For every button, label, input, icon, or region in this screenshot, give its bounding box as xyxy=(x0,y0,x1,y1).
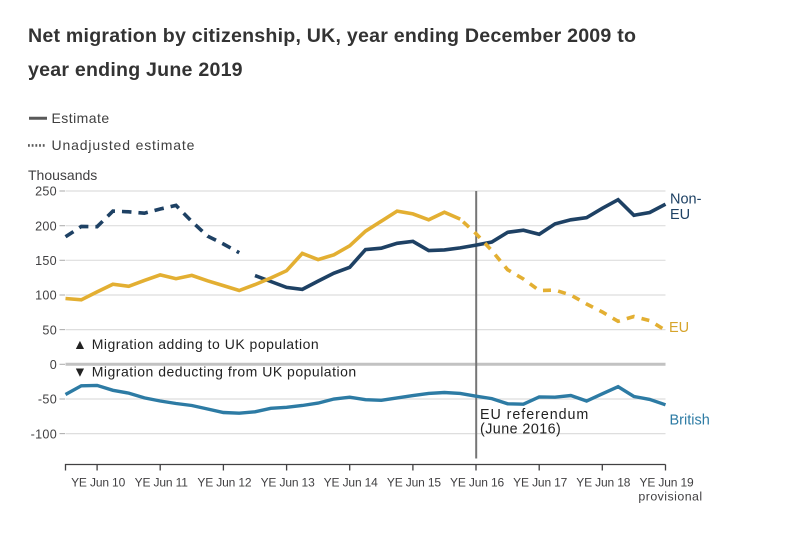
svg-text:0: 0 xyxy=(50,358,57,372)
svg-text:-100: -100 xyxy=(31,427,57,441)
svg-text:50: 50 xyxy=(42,323,57,337)
svg-text:YE Jun 18: YE Jun 18 xyxy=(576,476,630,490)
svg-text:EU: EU xyxy=(670,207,690,223)
svg-text:Estimate: Estimate xyxy=(52,110,110,126)
svg-text:YE Jun 17: YE Jun 17 xyxy=(513,476,567,490)
svg-text:YE Jun 16: YE Jun 16 xyxy=(450,476,504,490)
svg-text:year ending June 2019: year ending June 2019 xyxy=(28,59,243,81)
svg-text:150: 150 xyxy=(35,254,57,268)
svg-text:provisional: provisional xyxy=(638,490,702,504)
svg-text:▲ Migration adding to UK popul: ▲ Migration adding to UK population xyxy=(73,336,319,352)
svg-text:YE Jun 14: YE Jun 14 xyxy=(324,476,378,490)
svg-text:EU referendum: EU referendum xyxy=(480,407,589,423)
svg-text:British: British xyxy=(670,413,710,429)
svg-text:-50: -50 xyxy=(38,393,57,407)
svg-text:Net migration by citizenship,: Net migration by citizenship, UK, year e… xyxy=(28,25,636,47)
svg-text:Non-: Non- xyxy=(670,191,702,207)
svg-text:▼ Migration deducting from UK: ▼ Migration deducting from UK population xyxy=(73,363,357,379)
svg-text:(June 2016): (June 2016) xyxy=(480,421,561,437)
svg-text:YE Jun 11: YE Jun 11 xyxy=(135,476,189,490)
svg-text:Thousands: Thousands xyxy=(28,167,97,183)
svg-text:YE Jun 10: YE Jun 10 xyxy=(71,476,125,490)
svg-text:YE Jun 13: YE Jun 13 xyxy=(261,476,315,490)
svg-text:200: 200 xyxy=(35,219,57,233)
svg-text:YE Jun 15: YE Jun 15 xyxy=(387,476,441,490)
svg-text:Unadjusted estimate: Unadjusted estimate xyxy=(52,137,196,153)
svg-text:100: 100 xyxy=(35,289,57,303)
svg-text:EU: EU xyxy=(669,320,689,336)
svg-text:250: 250 xyxy=(35,185,57,199)
svg-text:YE Jun 19: YE Jun 19 xyxy=(639,476,693,490)
svg-text:YE Jun 12: YE Jun 12 xyxy=(197,476,251,490)
